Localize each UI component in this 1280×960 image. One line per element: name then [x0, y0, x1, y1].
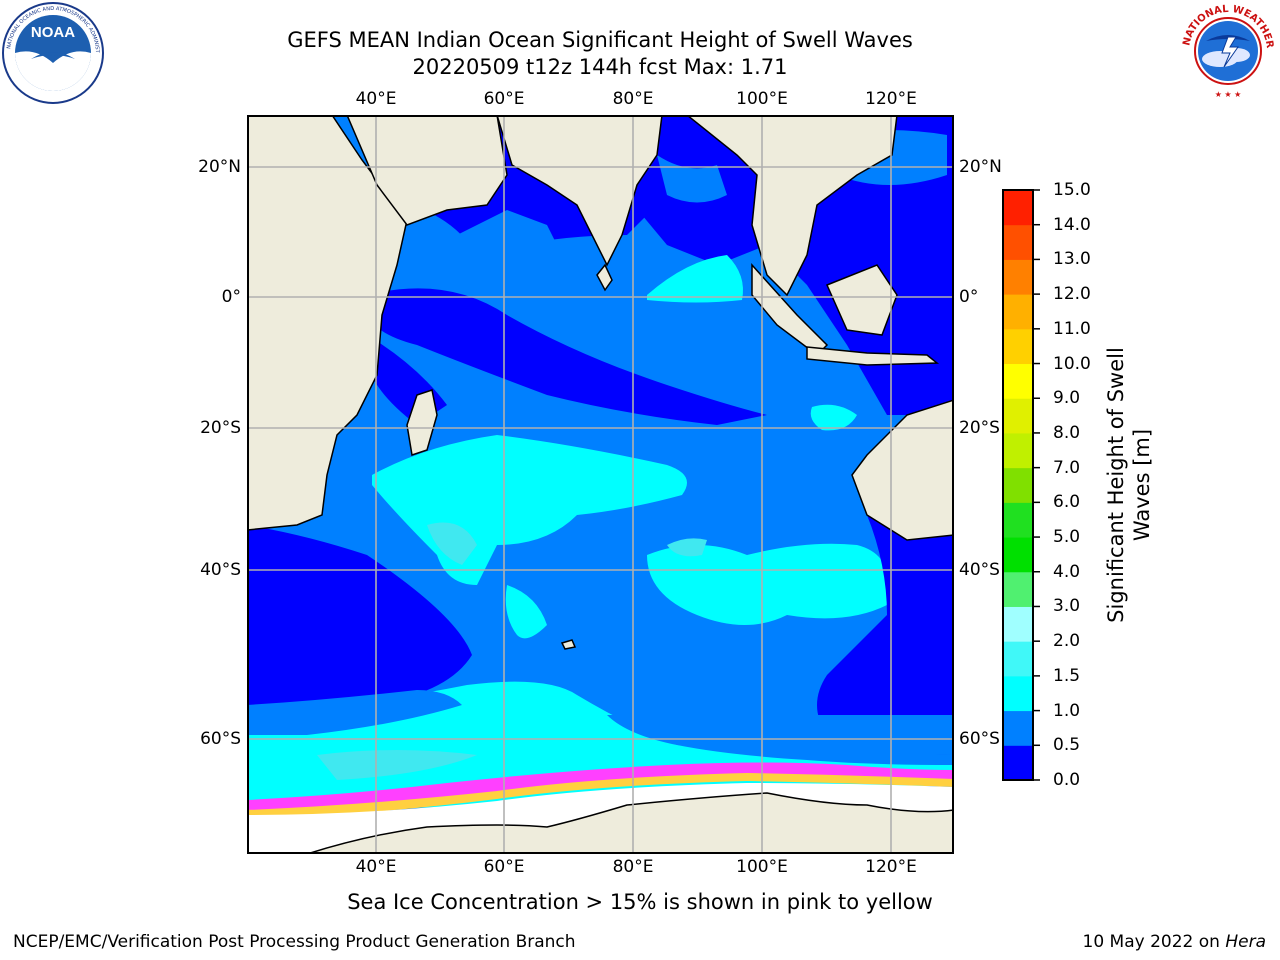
kerguelen-island: [560, 639, 577, 650]
colorbar-tick-label: 8.0: [1053, 422, 1081, 443]
southeast-low-swell: [817, 515, 954, 755]
antarctica-land: [306, 792, 954, 854]
lat-tick-right: 60°S: [959, 729, 1000, 749]
colorbar-segment: [1003, 502, 1033, 538]
colorbar-segment: [1003, 190, 1033, 226]
lon-tick-top: 120°E: [865, 89, 917, 109]
colorbar-tick-label: 15.0: [1053, 180, 1091, 200]
generation-date: 10 May 2022 on Hera: [1083, 932, 1267, 952]
lat-tick-right: 20°S: [959, 418, 1000, 438]
madagascar-land: [406, 389, 438, 456]
lon-tick-top: 60°E: [483, 89, 525, 109]
lat-tick-right: 20°N: [959, 157, 1002, 177]
colorbar-segment: [1003, 363, 1033, 399]
colorbar-tick-label: 2.0: [1053, 631, 1081, 652]
lon-tick-bottom: 80°E: [612, 857, 654, 877]
colorbar-tick-label: 3.0: [1053, 596, 1081, 617]
southeast-cyan-swell: [647, 543, 889, 625]
lat-tick-left: 60°S: [200, 729, 241, 749]
colorbar-tick-label: 11.0: [1053, 318, 1091, 339]
producer-credit: NCEP/EMC/Verification Post Processing Pr…: [13, 932, 576, 952]
lon-tick-top: 80°E: [612, 89, 654, 109]
chart-title: GEFS MEAN Indian Ocean Significant Heigh…: [287, 28, 913, 52]
host-name: Hera: [1225, 932, 1266, 952]
colorbar-tick-label: 12.0: [1053, 284, 1091, 305]
southwest-low-swell: [247, 525, 472, 715]
colorbar-segment: [1003, 432, 1033, 469]
map-frame: [247, 115, 954, 854]
colorbar-segment: [1003, 328, 1033, 365]
southeast-asia-land: [685, 115, 898, 297]
colorbar-frame: [1002, 189, 1034, 781]
lon-tick-bottom: 60°E: [483, 857, 525, 877]
colorbar-tick-label: 1.0: [1053, 700, 1081, 721]
equatorial-cyan-patch: [647, 255, 743, 303]
sea-ice-caption: Sea Ice Concentration > 15% is shown in …: [347, 890, 933, 914]
africa-land: [247, 115, 408, 531]
lon-tick-bottom: 100°E: [736, 857, 788, 877]
equatorial-low-swell-band: [367, 288, 767, 425]
lon-tick-bottom: 40°E: [355, 857, 397, 877]
colorbar-segment: [1003, 224, 1033, 260]
colorbar-segment: [1003, 294, 1033, 330]
sri-lanka-land: [596, 263, 613, 292]
colorbar-label: Significant Height of Swell Waves [m]: [1103, 325, 1155, 645]
colorbar-segment: [1003, 641, 1033, 677]
colorbar-tick-label: 7.0: [1053, 457, 1081, 478]
lat-tick-left: 20°S: [200, 418, 241, 438]
lon-tick-top: 100°E: [736, 89, 788, 109]
colorbar-segment: [1003, 606, 1033, 642]
colorbar-tick-label: 9.0: [1053, 388, 1081, 409]
nws-logo: NATIONAL WEATHER SERVICE ★ ★ ★: [1176, 1, 1275, 99]
colorbar: [1002, 189, 1040, 781]
lon-tick-bottom: 120°E: [865, 857, 917, 877]
lat-tick-left: 0°: [221, 287, 241, 307]
colorbar-segment: [1003, 571, 1033, 607]
colorbar-tick-label: 10.0: [1053, 353, 1091, 374]
generation-date-text: 10 May 2022 on: [1082, 932, 1226, 952]
colorbar-tick-label: 14.0: [1053, 214, 1091, 235]
colorbar-tick-label: 4.0: [1053, 561, 1081, 582]
lat-tick-right: 0°: [959, 287, 979, 307]
colorbar-segment: [1003, 710, 1033, 746]
colorbar-tick-label: 1.5: [1053, 665, 1081, 686]
colorbar-label-line1: Significant Height of Swell: [1104, 347, 1128, 623]
graticule: [247, 115, 954, 854]
india-land: [496, 115, 663, 267]
noaa-logo: NOAA NATIONAL OCEANIC AND ATMOSPHERIC AD…: [1, 1, 104, 104]
colorbar-segment: [1003, 675, 1033, 712]
colorbar-tick-label: 0.0: [1053, 770, 1081, 790]
borneo-land: [825, 264, 898, 336]
lat-tick-left: 20°N: [198, 157, 241, 177]
colorbar-segment: [1003, 745, 1033, 781]
java-land: [806, 346, 940, 366]
colorbar-segment: [1003, 259, 1033, 295]
lat-tick-right: 40°S: [959, 560, 1000, 580]
colorbar-segment: [1003, 467, 1033, 503]
svg-text:★ ★ ★: ★ ★ ★: [1215, 90, 1242, 99]
noaa-logo-text: NOAA: [31, 24, 75, 41]
colorbar-tick-label: 5.0: [1053, 527, 1081, 548]
australia-land: [851, 399, 954, 541]
chart-subtitle: 20220509 t12z 144h fcst Max: 1.71: [412, 55, 788, 79]
colorbar-tick-label: 0.5: [1053, 735, 1081, 756]
arabia-land: [346, 115, 508, 226]
lat-tick-left: 40°S: [200, 560, 241, 580]
colorbar-tick-label: 13.0: [1053, 249, 1091, 270]
colorbar-segment: [1003, 398, 1033, 434]
lon-tick-top: 40°E: [355, 89, 397, 109]
swell-height-map: [247, 115, 954, 854]
colorbar-segment: [1003, 537, 1033, 573]
colorbar-tick-label: 6.0: [1053, 492, 1081, 513]
colorbar-label-line2: Waves [m]: [1130, 428, 1154, 542]
